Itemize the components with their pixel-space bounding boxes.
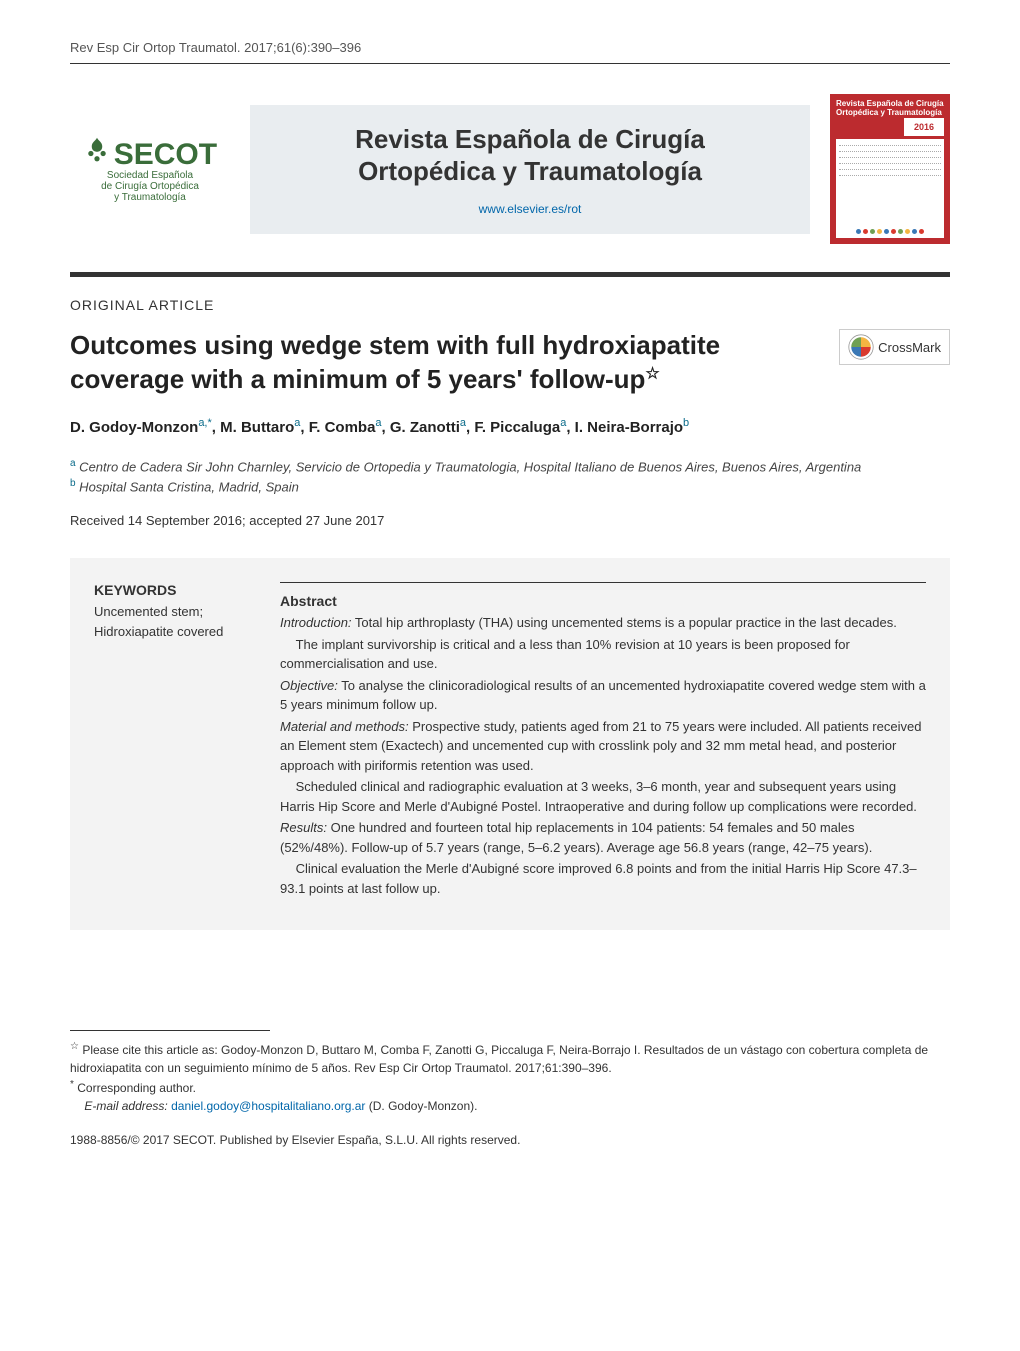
crossmark-icon [848, 334, 874, 360]
abstract-rule [280, 582, 926, 583]
journal-title-line2: Ortopédica y Traumatología [260, 155, 800, 188]
cover-title: Revista Española de Cirugía Ortopédica y… [836, 100, 944, 118]
affiliation-line: a Centro de Cadera Sir John Charnley, Se… [70, 456, 950, 477]
journal-title-block: Revista Española de Cirugía Ortopédica y… [250, 105, 810, 234]
abstract-paragraph: The implant survivorship is critical and… [280, 635, 926, 674]
corresponding-footnote: * Corresponding author. [70, 1077, 950, 1097]
article-type: ORIGINAL ARTICLE [70, 297, 950, 313]
journal-url-link[interactable]: www.elsevier.es/rot [479, 202, 582, 216]
running-head: Rev Esp Cir Ortop Traumatol. 2017;61(6):… [70, 40, 950, 55]
secot-logo-text: SECOT [114, 138, 217, 171]
cover-thumbnail: Revista Española de Cirugía Ortopédica y… [830, 94, 950, 244]
secot-subtext-3: y Traumatología [114, 192, 186, 203]
article-title-text: Outcomes using wedge stem with full hydr… [70, 330, 720, 394]
citation-line: Rev Esp Cir Ortop Traumatol. 2017;61(6):… [70, 40, 361, 55]
abstract-paragraph: Material and methods: Prospective study,… [280, 717, 926, 776]
cite-as-text: Please cite this article as: Godoy-Monzo… [70, 1043, 928, 1075]
star-symbol: ☆ [70, 1041, 79, 1052]
email-paren: (D. Godoy-Monzon). [369, 1099, 478, 1113]
abstract-paragraph: Objective: To analyse the clinicoradiolo… [280, 676, 926, 715]
crossmark-label: CrossMark [878, 340, 941, 355]
affiliations: a Centro de Cadera Sir John Charnley, Se… [70, 456, 950, 498]
abstract-column: Abstract Introduction: Total hip arthrop… [280, 582, 950, 900]
email-label: E-mail address: [84, 1099, 167, 1113]
title-row: Outcomes using wedge stem with full hydr… [70, 329, 950, 417]
abstract-paragraph: Scheduled clinical and radiographic eval… [280, 777, 926, 816]
abstract-text: Introduction: Total hip arthroplasty (TH… [280, 613, 926, 898]
cover-body [836, 139, 944, 224]
secot-subtext-1: Sociedad Española [107, 170, 193, 181]
asterisk-symbol: * [70, 1079, 74, 1090]
abstract-paragraph: Results: One hundred and fourteen total … [280, 818, 926, 857]
copyright-line: 1988-8856/© 2017 SECOT. Published by Els… [70, 1133, 950, 1147]
article-title: Outcomes using wedge stem with full hydr… [70, 329, 819, 397]
secot-logo: SECOT Sociedad Española de Cirugía Ortop… [70, 119, 230, 219]
authors: D. Godoy-Monzona,*, M. Buttaroa, F. Comb… [70, 417, 950, 436]
secot-subtext-2: de Cirugía Ortopédica [101, 181, 199, 192]
article-dates: Received 14 September 2016; accepted 27 … [70, 513, 950, 528]
secot-leaf-icon [83, 136, 111, 164]
journal-title-line1: Revista Española de Cirugía [260, 123, 800, 156]
cite-as-footnote: ☆ Please cite this article as: Godoy-Mon… [70, 1039, 950, 1077]
cover-footer-icons [836, 224, 944, 238]
email-footnote: E-mail address: daniel.godoy@hospitalita… [70, 1097, 950, 1115]
footnotes: ☆ Please cite this article as: Godoy-Mon… [70, 1039, 950, 1115]
abstract-block: KEYWORDS Uncemented stem;Hidroxiapatite … [70, 558, 950, 930]
footnotes-rule [70, 1030, 270, 1031]
journal-url: www.elsevier.es/rot [260, 202, 800, 216]
corresponding-text: Corresponding author. [77, 1081, 196, 1095]
abstract-paragraph: Introduction: Total hip arthroplasty (TH… [280, 613, 926, 633]
cover-year: 2016 [904, 118, 944, 136]
keywords-column: KEYWORDS Uncemented stem;Hidroxiapatite … [70, 582, 250, 900]
abstract-heading: Abstract [280, 593, 926, 609]
affiliation-line: b Hospital Santa Cristina, Madrid, Spain [70, 476, 950, 497]
crossmark-badge[interactable]: CrossMark [839, 329, 950, 365]
keywords-heading: KEYWORDS [94, 582, 250, 598]
email-link[interactable]: daniel.godoy@hospitalitaliano.org.ar [171, 1099, 365, 1113]
top-rule [70, 63, 950, 64]
title-star-note: ☆ [645, 365, 659, 382]
heavy-rule [70, 272, 950, 277]
journal-masthead: SECOT Sociedad Española de Cirugía Ortop… [70, 84, 950, 254]
keywords-list: Uncemented stem;Hidroxiapatite covered [94, 602, 250, 641]
abstract-paragraph: Clinical evaluation the Merle d'Aubigné … [280, 859, 926, 898]
